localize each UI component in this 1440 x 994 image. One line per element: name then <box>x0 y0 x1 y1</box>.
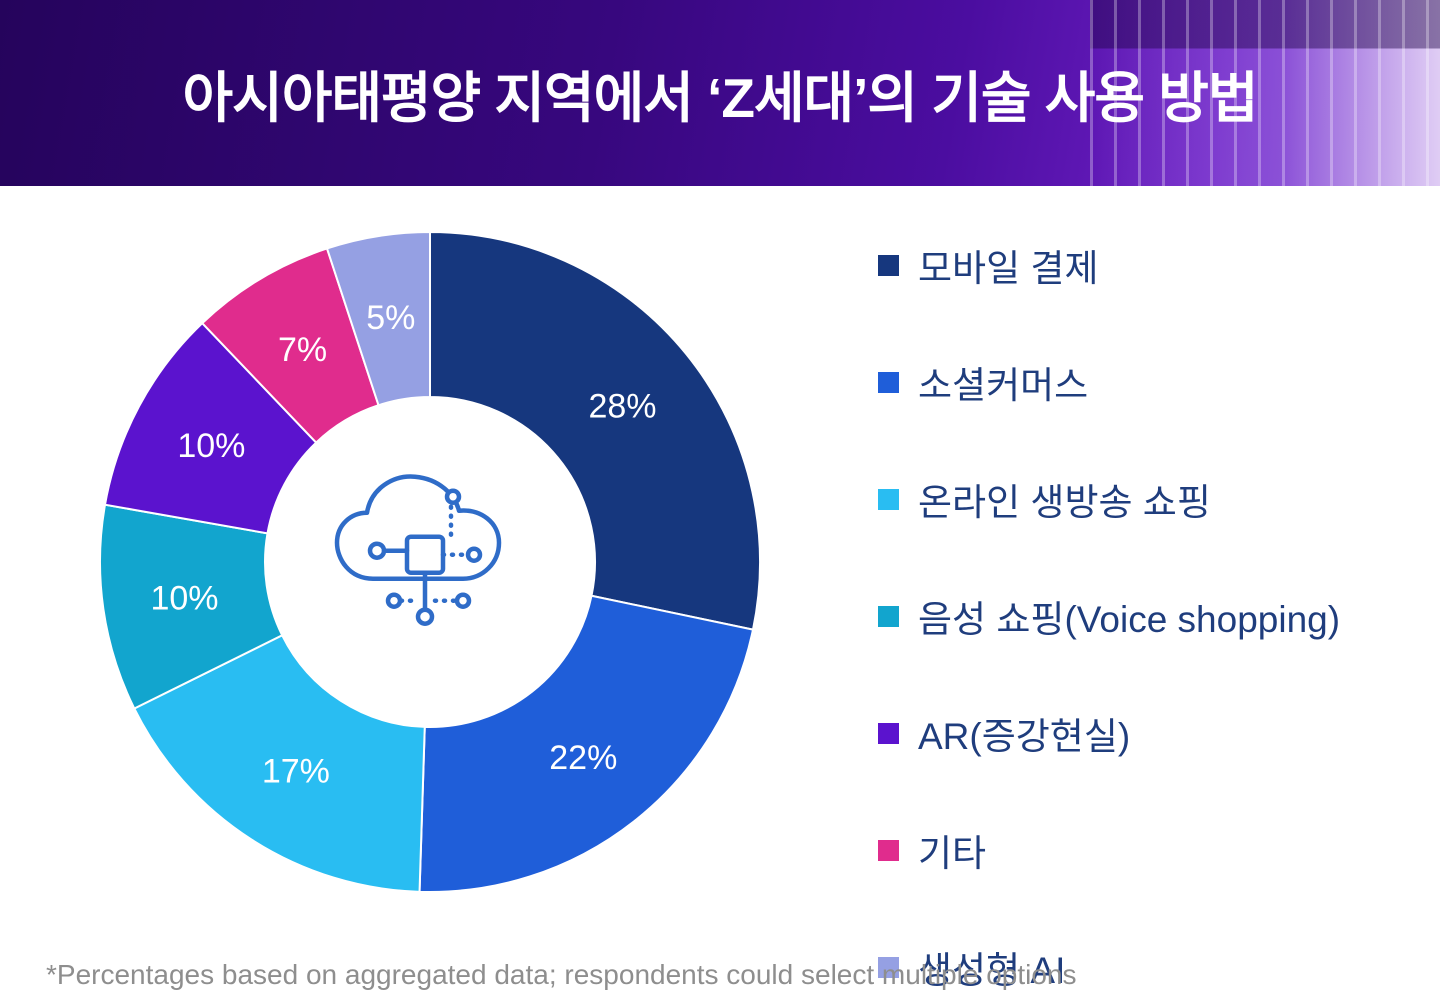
legend-swatch <box>878 722 899 744</box>
legend-label: 생성형 AI <box>918 950 1066 991</box>
legend-label: 온라인 생방송 쇼핑 <box>918 482 1211 523</box>
header-banner: 아시아태평양 지역에서 ‘Z세대’의 기술 사용 방법 <box>0 0 1440 186</box>
donut-slice <box>429 230 761 631</box>
donut-slice <box>418 594 755 893</box>
page-title: 아시아태평양 지역에서 ‘Z세대’의 기술 사용 방법 <box>182 67 1259 129</box>
slice-label: 28% <box>588 388 656 426</box>
legend-item: 기타 <box>878 823 1340 877</box>
slice-label: 17% <box>262 753 330 791</box>
main-content: 28% 22% 17% 10% 10% 7% 5% 모바일 결 <box>0 186 1440 994</box>
legend-item: AR(증강현실) <box>878 706 1340 760</box>
legend-swatch <box>878 956 899 978</box>
legend-label: 기타 <box>918 833 987 874</box>
donut-slice <box>325 230 431 407</box>
legend-label: 소셜커머스 <box>918 365 1089 406</box>
donut-slice <box>132 633 426 893</box>
legend-swatch <box>878 488 899 510</box>
legend-label: 음성 쇼핑(Voice shopping) <box>918 599 1341 640</box>
legend-swatch <box>878 254 899 276</box>
donut-chart: 28% 22% 17% 10% 10% 7% 5% <box>90 222 770 902</box>
legend-item: 음성 쇼핑(Voice shopping) <box>878 589 1340 643</box>
legend-item: 소셜커머스 <box>878 355 1340 409</box>
legend-swatch <box>878 605 899 627</box>
legend-item: 온라인 생방송 쇼핑 <box>878 472 1340 526</box>
slice-label: 22% <box>549 739 617 777</box>
legend-label: 모바일 결제 <box>918 248 1099 289</box>
slice-label: 7% <box>278 331 327 369</box>
footnote: *Percentages based on aggregated data; r… <box>46 959 1077 990</box>
slice-label: 5% <box>366 299 415 337</box>
legend-item: 모바일 결제 <box>878 238 1340 292</box>
slice-label: 10% <box>177 427 245 465</box>
legend-swatch <box>878 371 899 393</box>
legend-label: AR(증강현실) <box>918 716 1131 757</box>
chart-legend: 모바일 결제 소셜커머스 온라인 생방송 쇼핑 음성 쇼핑(Voice shop… <box>878 238 1340 994</box>
legend-swatch <box>878 839 899 861</box>
header-photo <box>1090 0 1440 186</box>
donut-chart-svg: 28% 22% 17% 10% 10% 7% 5% <box>99 230 761 893</box>
slice-label: 10% <box>150 579 218 617</box>
legend-item: 생성형 AI <box>878 940 1340 994</box>
